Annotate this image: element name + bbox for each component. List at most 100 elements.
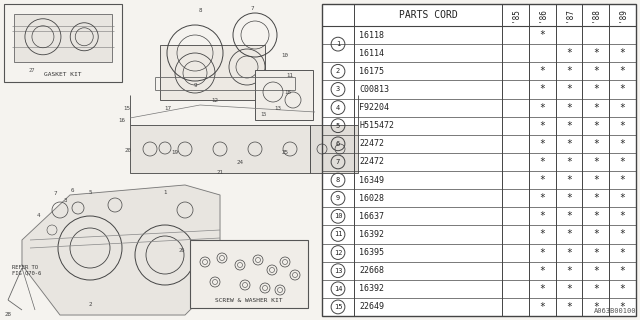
Text: 5: 5 — [88, 189, 92, 195]
Text: 10: 10 — [333, 213, 342, 219]
Bar — [322, 4, 636, 316]
Text: *: * — [593, 48, 599, 58]
Text: 22649: 22649 — [359, 302, 384, 311]
Text: *: * — [540, 248, 545, 258]
Text: *: * — [540, 175, 545, 185]
Text: 15: 15 — [124, 106, 131, 110]
Text: 1: 1 — [163, 189, 167, 195]
Text: 16637: 16637 — [359, 212, 384, 221]
Text: *: * — [620, 121, 625, 131]
Text: 8: 8 — [336, 177, 340, 183]
Text: *: * — [620, 175, 625, 185]
Text: '86: '86 — [538, 8, 547, 22]
Text: 27: 27 — [29, 68, 35, 73]
Text: 3: 3 — [336, 86, 340, 92]
Text: 14: 14 — [333, 286, 342, 292]
Text: *: * — [566, 211, 572, 221]
Text: *: * — [620, 66, 625, 76]
Text: *: * — [593, 157, 599, 167]
Text: *: * — [620, 229, 625, 239]
Text: 7: 7 — [336, 159, 340, 165]
Text: *: * — [620, 157, 625, 167]
Text: 16175: 16175 — [359, 67, 384, 76]
Text: 10: 10 — [282, 52, 289, 58]
Text: *: * — [593, 193, 599, 203]
Text: *: * — [540, 121, 545, 131]
Text: 9: 9 — [193, 83, 196, 87]
Text: 6: 6 — [336, 141, 340, 147]
Text: PARTS CORD: PARTS CORD — [399, 10, 458, 20]
Text: *: * — [566, 121, 572, 131]
Text: 5: 5 — [336, 123, 340, 129]
Text: H515472: H515472 — [359, 121, 394, 130]
Text: *: * — [593, 211, 599, 221]
Text: *: * — [620, 211, 625, 221]
Text: *: * — [620, 302, 625, 312]
Text: *: * — [566, 284, 572, 294]
Text: *: * — [593, 266, 599, 276]
Text: 13: 13 — [275, 106, 282, 110]
Text: 9: 9 — [336, 195, 340, 201]
Text: 17: 17 — [164, 106, 172, 110]
Text: *: * — [593, 84, 599, 94]
Text: *: * — [566, 229, 572, 239]
Text: *: * — [566, 266, 572, 276]
Text: *: * — [593, 139, 599, 149]
Text: GASKET KIT: GASKET KIT — [44, 71, 82, 76]
Text: 16028: 16028 — [359, 194, 384, 203]
Text: *: * — [593, 121, 599, 131]
Text: 16392: 16392 — [359, 284, 384, 293]
Text: *: * — [540, 30, 545, 40]
Bar — [190, 240, 308, 308]
Text: 16395: 16395 — [359, 248, 384, 257]
Text: 22472: 22472 — [359, 139, 384, 148]
Text: C00813: C00813 — [359, 85, 389, 94]
Text: *: * — [593, 302, 599, 312]
Text: *: * — [620, 248, 625, 258]
Text: *: * — [593, 175, 599, 185]
Bar — [322, 4, 636, 316]
Text: *: * — [540, 66, 545, 76]
Text: 15: 15 — [333, 304, 342, 310]
Text: *: * — [620, 266, 625, 276]
Text: 25: 25 — [282, 149, 289, 155]
Text: 6: 6 — [70, 188, 74, 193]
Text: REFER TO
FIG Q70-6: REFER TO FIG Q70-6 — [12, 265, 41, 276]
Text: 16118: 16118 — [359, 31, 384, 40]
Text: *: * — [540, 302, 545, 312]
Text: 19: 19 — [172, 149, 179, 155]
Text: A063B00100: A063B00100 — [593, 308, 636, 314]
Text: '89: '89 — [618, 8, 627, 22]
Text: *: * — [620, 84, 625, 94]
Text: *: * — [593, 66, 599, 76]
Text: *: * — [620, 284, 625, 294]
Text: *: * — [593, 248, 599, 258]
Text: 7: 7 — [53, 190, 57, 196]
Text: *: * — [540, 139, 545, 149]
Text: *: * — [540, 266, 545, 276]
Text: *: * — [593, 103, 599, 113]
Text: *: * — [620, 139, 625, 149]
Text: *: * — [540, 157, 545, 167]
Text: 13: 13 — [333, 268, 342, 274]
Text: *: * — [566, 175, 572, 185]
Text: *: * — [540, 84, 545, 94]
Text: *: * — [620, 48, 625, 58]
Text: *: * — [620, 193, 625, 203]
Text: *: * — [566, 66, 572, 76]
Text: 18: 18 — [285, 90, 291, 94]
Text: 16114: 16114 — [359, 49, 384, 58]
Text: 16392: 16392 — [359, 230, 384, 239]
Text: 16349: 16349 — [359, 176, 384, 185]
Text: 28: 28 — [4, 313, 12, 317]
Text: '88: '88 — [591, 8, 600, 22]
Text: 21: 21 — [216, 170, 223, 174]
Text: *: * — [566, 48, 572, 58]
Text: *: * — [566, 157, 572, 167]
Text: 1: 1 — [336, 41, 340, 47]
Bar — [310, 125, 358, 173]
Text: 12: 12 — [333, 250, 342, 256]
Text: *: * — [566, 302, 572, 312]
Text: *: * — [566, 248, 572, 258]
Text: *: * — [593, 229, 599, 239]
